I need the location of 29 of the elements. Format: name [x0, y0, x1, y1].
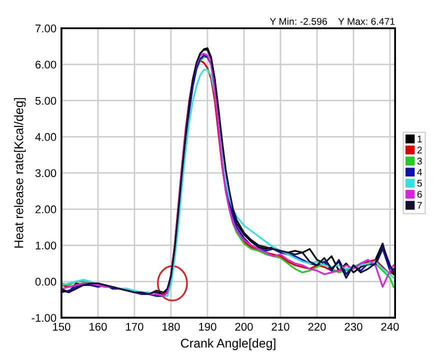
legend-label: 3 — [417, 158, 422, 165]
x-tick-label: 160 — [90, 322, 107, 331]
x-tick-label: 210 — [272, 322, 290, 331]
x-axis-title: Crank Angle[deg] — [180, 338, 276, 350]
x-tick-label: 230 — [344, 322, 362, 331]
y-tick-label: 7.00 — [36, 24, 56, 32]
legend-label: 2 — [417, 146, 422, 154]
legend-label: 4 — [417, 168, 422, 176]
y-tick-label: 1.00 — [36, 242, 56, 250]
x-tick-label: 220 — [308, 322, 326, 331]
legend-label: 5 — [417, 180, 422, 187]
x-tick-label: 150 — [53, 322, 70, 331]
legend-label: 7 — [417, 202, 422, 209]
x-tick-label: 180 — [162, 322, 180, 331]
text: Y Min: -2.596 Y Max: 6.471 — [270, 18, 395, 25]
legend-label: 1 — [418, 136, 422, 142]
y-axis-title: Heat release rate[Kcal/deg] — [14, 98, 26, 248]
y-tick-label: 3.00 — [35, 169, 56, 178]
x-tick-label: 200 — [235, 322, 253, 331]
y-tick-label: -1.00 — [32, 314, 56, 322]
y-tick-label: 0.00 — [35, 278, 56, 286]
x-tick-label: 240 — [381, 322, 399, 331]
y-tick-label: 2.00 — [36, 205, 56, 214]
legend-label: 6 — [417, 190, 422, 198]
x-tick-label: 170 — [126, 322, 144, 331]
y-tick-label: 6.00 — [36, 60, 56, 69]
y-tick-label: 4.00 — [35, 133, 56, 141]
x-tick-label: 190 — [199, 322, 216, 331]
y-tick-label: 5.00 — [35, 96, 56, 105]
